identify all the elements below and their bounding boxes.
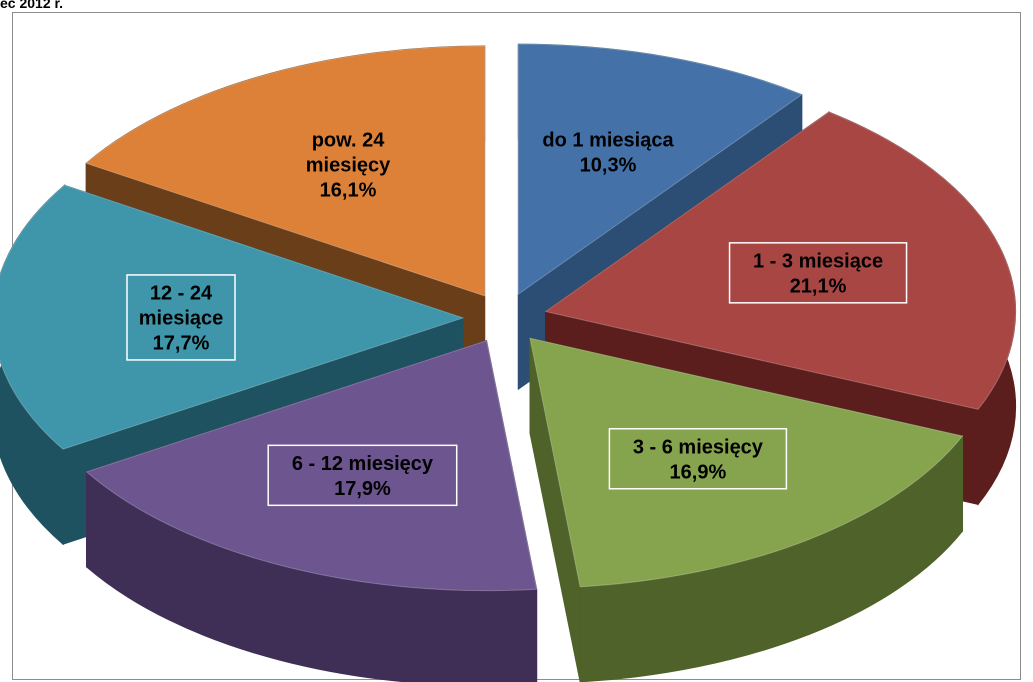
slice-label-text: pow. 24 [312, 130, 385, 152]
slice-label-text: miesięcy [306, 155, 391, 177]
pie-slice-top [529, 337, 964, 588]
slice-label-text: 3 - 6 miesięcy [633, 436, 764, 458]
slice-label-text: miesiące [139, 307, 224, 329]
slice-label-6: pow. 24 miesięcy 16,1% [306, 130, 391, 202]
slice-label-3: 3 - 6 miesięcy 16,9% [608, 428, 788, 490]
slice-label-text: 12 - 24 [150, 282, 213, 304]
slice-percent: 16,9% [670, 461, 727, 483]
slice-label-4: 6 - 12 miesięcy 17,9% [267, 444, 458, 507]
label-box [608, 428, 788, 490]
slice-percent: 16,1% [320, 180, 377, 202]
slice-label-text: 1 - 3 miesiące [753, 250, 883, 272]
chart-caption: ec 2012 r. [0, 0, 64, 11]
pie-slice-top [544, 111, 1017, 410]
slice-label-2: 1 - 3 miesiące 21,1% [728, 242, 908, 304]
label-box [728, 242, 908, 304]
slice-label-text: do 1 miesiąca [542, 129, 674, 151]
slice-label-5: 12 - 24 miesiące 17,7% [126, 274, 236, 361]
label-box [267, 444, 458, 507]
slice-percent: 17,7% [153, 332, 210, 354]
pie-slice-top [517, 43, 803, 296]
pie-slice-4 [85, 339, 538, 682]
slice-percent: 21,1% [790, 275, 847, 297]
slice-percent: 17,9% [334, 478, 391, 500]
slice-percent: 10,3% [580, 154, 637, 176]
pie-slice-rim [86, 470, 538, 682]
pie-slice-top [85, 45, 486, 297]
slice-label-text: 6 - 12 miesięcy [292, 453, 434, 475]
pie-slice-top [85, 339, 538, 592]
label-box [126, 274, 236, 361]
pie-slice-top [0, 184, 465, 450]
slice-label-1: do 1 miesiąca 10,3% [542, 129, 674, 176]
